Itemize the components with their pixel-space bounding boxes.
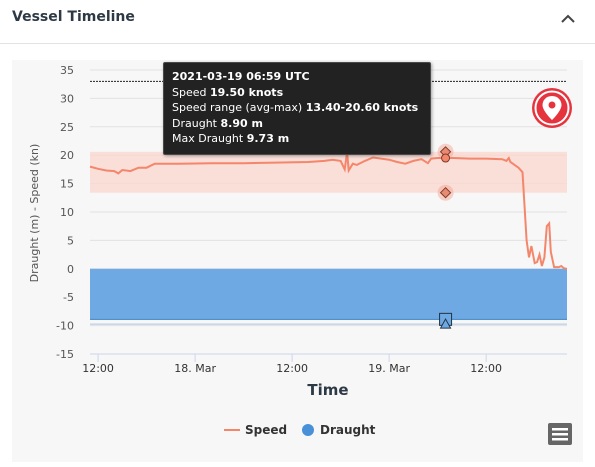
tooltip-range-row: Speed range (avg-max) 13.40-20.60 knots <box>172 100 430 116</box>
y-tick-label: -10 <box>56 320 74 333</box>
hamburger-menu-icon[interactable] <box>548 423 572 445</box>
y-tick-label: 5 <box>67 234 74 247</box>
x-tick-label: 12:00 <box>82 362 114 375</box>
x-tick-labels: 12:00 18. Mar 12:00 19. Mar 12:00 <box>82 362 502 375</box>
x-tick-label: 12:00 <box>470 362 502 375</box>
y-tick-label: 10 <box>60 206 74 219</box>
legend-item-draught[interactable]: Draught <box>302 423 376 437</box>
speed-line <box>89 152 568 270</box>
speed-avg-marker <box>439 186 452 199</box>
y-tick-label: 0 <box>67 263 74 276</box>
y-tick-label: 35 <box>60 64 74 77</box>
tooltip-range-value: 13.40-20.60 knots <box>305 101 419 114</box>
chevron-up-icon[interactable] <box>559 10 577 28</box>
x-axis-label: Time <box>307 381 348 399</box>
chart-tooltip: 2021-03-19 06:59 UTC Speed 19.50 knots S… <box>163 62 431 155</box>
draught-area <box>90 268 567 320</box>
tooltip-speed-label: Speed <box>172 85 207 99</box>
y-tick-labels: -15 -10 -5 0 5 10 15 20 25 30 35 <box>56 64 74 361</box>
tooltip-max-draught-value: 9.73 m <box>246 132 290 145</box>
max-draught-marker <box>439 318 452 329</box>
legend-item-speed[interactable]: Speed <box>224 423 287 437</box>
tooltip-speed-row: Speed 19.50 knots <box>172 85 430 101</box>
y-axis-label: Draught (m) - Speed (kn) <box>28 144 41 283</box>
x-tick-label: 19. Mar <box>368 362 410 375</box>
legend-draught-swatch <box>302 424 314 436</box>
y-tick-label: 25 <box>60 121 74 134</box>
hover-markers <box>437 143 454 329</box>
tooltip-range-label: Speed range (avg-max) <box>172 101 303 114</box>
tooltip-max-draught-label: Max Draught <box>172 132 244 145</box>
x-tick-label: 18. Mar <box>174 362 216 375</box>
y-tick-label: -5 <box>63 291 74 304</box>
tooltip-draught-value: 8.90 m <box>220 116 263 130</box>
legend: Speed Draught <box>224 423 376 437</box>
legend-draught-label: Draught <box>320 423 376 437</box>
panel-title: Vessel Timeline <box>12 9 135 25</box>
speed-point-marker <box>441 153 451 163</box>
tooltip-time: 2021-03-19 06:59 UTC <box>172 70 310 83</box>
legend-speed-label: Speed <box>245 423 287 437</box>
x-tick-label: 12:00 <box>276 362 308 375</box>
y-tick-label: 30 <box>60 92 74 105</box>
series-group <box>89 151 568 325</box>
y-tick-label: 15 <box>60 178 74 191</box>
tooltip-speed-value: 19.50 knots <box>209 85 284 99</box>
tooltip-draught-row: Draught 8.90 m <box>172 116 430 132</box>
tooltip-max-draught-row: Max Draught 9.73 m <box>172 131 430 147</box>
location-pin-icon[interactable] <box>532 88 572 128</box>
speed-range-band <box>90 151 567 193</box>
y-tick-label: 20 <box>60 149 74 162</box>
tooltip-draught-label: Draught <box>172 116 217 130</box>
y-tick-label: -15 <box>56 348 74 361</box>
panel-header: Vessel Timeline <box>0 0 595 44</box>
